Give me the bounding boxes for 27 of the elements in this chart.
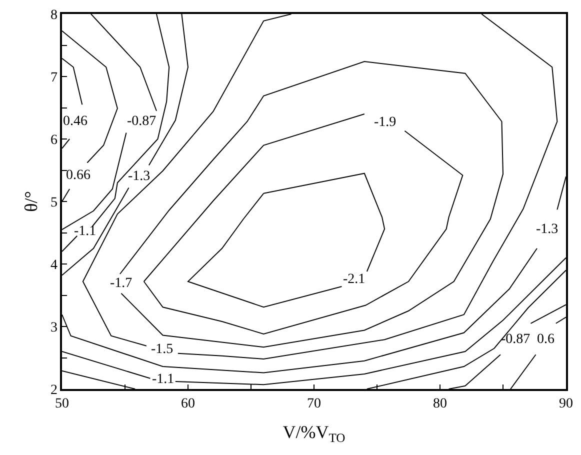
series-label: -1.9: [374, 115, 396, 130]
series-label: -2.1: [343, 272, 366, 287]
x-tick-label: 80: [433, 396, 447, 412]
series-label: -1.1: [74, 224, 96, 239]
x-tick-label: 60: [181, 396, 195, 412]
y-tick-label: 2: [50, 382, 58, 398]
series-label: -1.7: [110, 276, 132, 291]
y-tick-label: 7: [50, 70, 58, 86]
series-label: -0.87: [127, 114, 156, 129]
series-label: -1.5: [151, 342, 174, 357]
x-tick-label: 90: [559, 396, 573, 412]
x-axis-title: V/%V$_{TO}$: [282, 422, 346, 445]
x-tick-label: 50: [55, 396, 69, 412]
y-tick-label: 6: [50, 132, 58, 148]
series-label: -1.3: [536, 222, 558, 237]
y-tick-label: 4: [50, 258, 58, 273]
y-axis-title: θ/°: [21, 191, 42, 212]
y-tick-label: 5: [50, 195, 58, 210]
series-label: -1.3: [128, 169, 150, 184]
x-tick-label: 70: [307, 396, 321, 412]
series-label: -1.1: [152, 372, 174, 387]
series-label: -0.87: [501, 332, 530, 347]
series-label: 0.46: [63, 114, 88, 129]
series-label: 0.6: [537, 332, 554, 347]
y-tick-label: 3: [50, 320, 58, 336]
y-tick-label: 8: [50, 8, 58, 23]
series-label: 0.66: [66, 168, 90, 183]
